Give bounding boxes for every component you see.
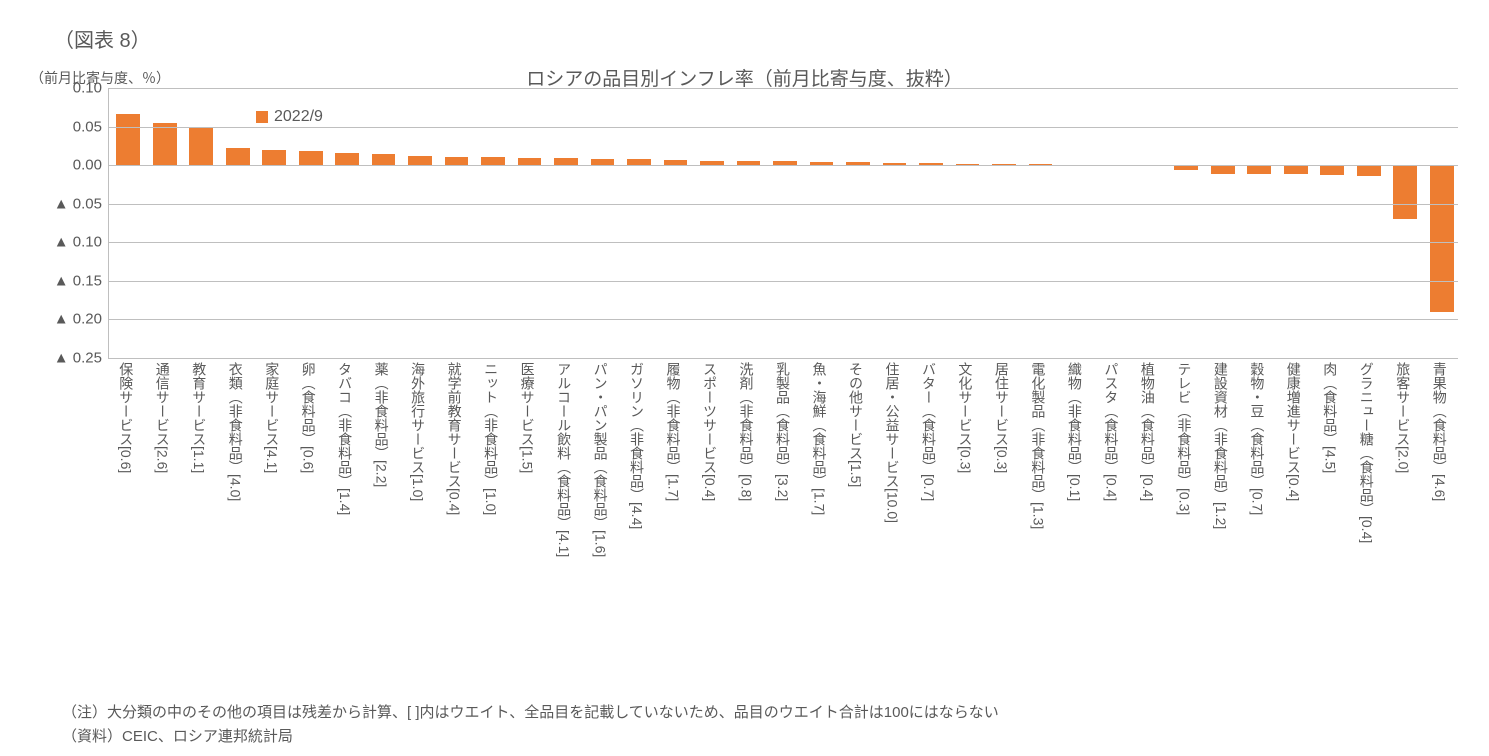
x-tick-label: 就学前教育サービス[0.4] — [445, 362, 465, 672]
gridline — [108, 319, 1458, 320]
gridline — [108, 88, 1458, 89]
x-tick-label: 居住サービス[0.3] — [992, 362, 1012, 672]
y-tick-label: ▲ 0.25 — [22, 350, 102, 367]
x-tick-label: 乳製品（食料品）[3.2] — [773, 362, 793, 672]
bar — [1320, 165, 1344, 175]
x-tick-label: 肉（食料品）[4.5] — [1320, 362, 1340, 672]
bar — [335, 153, 359, 165]
x-tick-label: 織物（非食料品）[0.1] — [1065, 362, 1085, 672]
x-tick-label: 衣類（非食料品）[4.0] — [226, 362, 246, 672]
x-tick-label: バター（食料品）[0.7] — [919, 362, 939, 672]
bar — [518, 158, 542, 165]
bar — [1211, 165, 1235, 173]
bar — [299, 151, 323, 165]
bar — [153, 123, 177, 165]
x-tick-label: 青果物（食料品）[4.6] — [1430, 362, 1450, 672]
x-tick-label: テレビ（非食料品）[0.3] — [1174, 362, 1194, 672]
y-tick-label: 0.05 — [22, 118, 102, 135]
x-labels-group: 保険サービス[0.6] 通信サービス[2.6] 教育サービス[1.1] 衣類（非食料品… — [108, 362, 1458, 672]
bar — [408, 156, 432, 165]
y-tick-label: ▲ 0.20 — [22, 311, 102, 328]
x-tick-label: 海外旅行サービス[1.0] — [408, 362, 428, 672]
chart-container: （図表 8） （前月比寄与度、％） ロシアの品目別インフレ率（前月比寄与度、抜粋… — [0, 0, 1489, 756]
bar — [1357, 165, 1381, 176]
bar — [554, 158, 578, 165]
x-tick-label: 文化サービス[0.3] — [955, 362, 975, 672]
x-tick-label: 卵（食料品）[0.6] — [299, 362, 319, 672]
x-tick-label: 魚・海鮮（食料品）[1.7] — [809, 362, 829, 672]
gridline — [108, 242, 1458, 243]
bar — [226, 148, 250, 165]
x-tick-label: ニット（非食料品）[1.0] — [481, 362, 501, 672]
bar — [1247, 165, 1271, 173]
plot-area: 0.100.050.00▲ 0.05▲ 0.10▲ 0.15▲ 0.20▲ 0.… — [108, 88, 1458, 358]
bar — [189, 128, 213, 165]
x-tick-label: 薬（非食料品）[2.2] — [372, 362, 392, 672]
bar — [1284, 165, 1308, 174]
bar — [262, 150, 286, 165]
x-tick-label: ガソリン（非食料品）[4.4] — [627, 362, 647, 672]
y-tick-label: ▲ 0.15 — [22, 272, 102, 289]
x-tick-label: 電化製品（非食料品）[1.3] — [1028, 362, 1048, 672]
gridline — [108, 127, 1458, 128]
x-tick-label: スポーツサービス[0.4] — [700, 362, 720, 672]
chart-area: 0.100.050.00▲ 0.05▲ 0.10▲ 0.15▲ 0.20▲ 0.… — [108, 88, 1458, 358]
x-tick-label: 植物油（食料品）[0.4] — [1138, 362, 1158, 672]
x-tick-label: 通信サービス[2.6] — [153, 362, 173, 672]
y-tick-label: 0.10 — [22, 80, 102, 97]
x-tick-label: 洗剤（非食料品）[0.8] — [737, 362, 757, 672]
y-tick-label: ▲ 0.05 — [22, 195, 102, 212]
gridline — [108, 165, 1458, 166]
y-tick-label: ▲ 0.10 — [22, 234, 102, 251]
bar — [116, 114, 140, 165]
x-tick-label: 健康増進サービス[0.4] — [1284, 362, 1304, 672]
gridline — [108, 281, 1458, 282]
gridline — [108, 204, 1458, 205]
footnote-source: （資料）CEIC、ロシア連邦統計局 — [62, 725, 293, 746]
x-tick-label: 医療サービス[1.5] — [518, 362, 538, 672]
bar — [1393, 165, 1417, 219]
bar — [481, 157, 505, 165]
x-tick-label: その他サービス[1.5] — [846, 362, 866, 672]
bars-group — [108, 88, 1458, 358]
gridline — [108, 358, 1458, 359]
x-tick-label: 建設資材（非食料品）[1.2] — [1211, 362, 1231, 672]
x-tick-label: 履物（非食料品）[1.7] — [664, 362, 684, 672]
x-tick-label: パン・パン製品（食料品）[1.6] — [591, 362, 611, 672]
x-tick-label: グラニュー糖（食料品）[0.4] — [1357, 362, 1377, 672]
x-tick-label: 穀物・豆（食料品）[0.7] — [1247, 362, 1267, 672]
x-tick-label: 家庭サービス[4.1] — [262, 362, 282, 672]
x-tick-label: 旅客サービス[2.0] — [1393, 362, 1413, 672]
x-tick-label: パスタ（食料品）[0.4] — [1101, 362, 1121, 672]
x-tick-label: 住居・公益サービス[10.0] — [882, 362, 902, 672]
bar — [445, 157, 469, 165]
figure-number: （図表 8） — [54, 24, 151, 53]
x-tick-label: 保険サービス[0.6] — [116, 362, 136, 672]
y-tick-label: 0.00 — [22, 157, 102, 174]
footnote-note: （注）大分類の中のその他の項目は残差から計算、[ ]内はウエイト、全品目を記載し… — [62, 701, 999, 722]
chart-title: ロシアの品目別インフレ率（前月比寄与度、抜粋） — [0, 64, 1489, 91]
bar — [1430, 165, 1454, 312]
x-tick-label: タバコ（非食料品）[1.4] — [335, 362, 355, 672]
x-tick-label: アルコール飲料（食料品）[4.1] — [554, 362, 574, 672]
x-tick-label: 教育サービス[1.1] — [189, 362, 209, 672]
bar — [372, 154, 396, 166]
